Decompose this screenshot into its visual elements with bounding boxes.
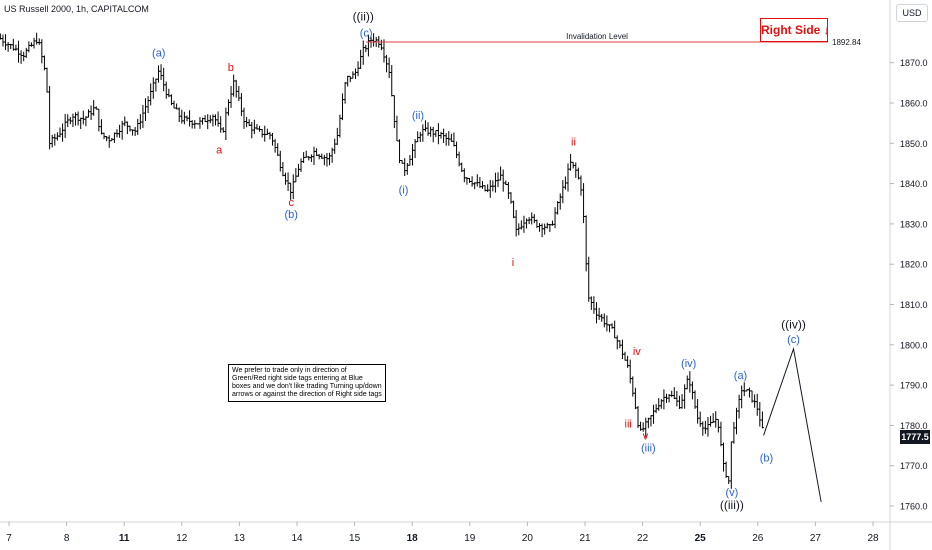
y-tick-label: 1800.0 bbox=[900, 340, 928, 350]
wave-label: (ii) bbox=[412, 110, 424, 122]
wave-label: (i) bbox=[399, 185, 409, 197]
y-tick-label: 1810.0 bbox=[900, 300, 928, 310]
current-price-tag: 1777.5 bbox=[900, 430, 930, 444]
x-tick-label: 28 bbox=[867, 533, 879, 544]
wave-label: (iv) bbox=[681, 358, 696, 370]
x-tick-label: 13 bbox=[234, 533, 246, 544]
wave-label: b bbox=[228, 62, 234, 74]
chart-title: US Russell 2000, 1h, CAPITALCOM bbox=[4, 4, 149, 14]
invalidation-level: Invalidation Level 1892.84 bbox=[366, 32, 861, 47]
y-tick-label: 1760.0 bbox=[900, 502, 928, 512]
wave-label: (c) bbox=[787, 334, 800, 346]
x-tick-label: 12 bbox=[176, 533, 188, 544]
y-tick-label: 1860.0 bbox=[900, 99, 928, 109]
x-tick-label: 19 bbox=[464, 533, 476, 544]
wave-label: iii bbox=[625, 418, 632, 430]
x-tick-label: 18 bbox=[407, 533, 419, 544]
wave-label: c bbox=[288, 197, 294, 209]
wave-label: v bbox=[643, 431, 649, 443]
y-tick-label: 1780.0 bbox=[900, 421, 928, 431]
right-side-tag: Right Side ↓ bbox=[760, 18, 830, 42]
trading-note: We prefer to trade only in direction of … bbox=[228, 364, 386, 402]
wave-label: (iii) bbox=[641, 443, 656, 455]
wave-label: i bbox=[512, 257, 514, 269]
wave-label: ((ii)) bbox=[353, 9, 374, 23]
x-tick-label: 11 bbox=[119, 533, 130, 544]
wave-labels: ((ii))(c)(a)bac(b)(ii)(i)iiiiv(iv)iiiv(i… bbox=[152, 9, 806, 511]
invalidation-label: Invalidation Level bbox=[566, 32, 628, 41]
wave-label: (a) bbox=[734, 370, 747, 382]
x-tick-label: 7 bbox=[6, 533, 12, 544]
y-tick-label: 1870.0 bbox=[900, 58, 928, 68]
y-tick-label: 1790.0 bbox=[900, 381, 928, 391]
y-tick-label: 1820.0 bbox=[900, 260, 928, 270]
x-tick-label: 22 bbox=[637, 533, 649, 544]
y-tick-label: 1770.0 bbox=[900, 461, 928, 471]
wave-label: (b) bbox=[285, 209, 298, 221]
x-tick-label: 25 bbox=[695, 533, 707, 544]
x-tick-label: 21 bbox=[579, 533, 591, 544]
x-tick-label: 26 bbox=[752, 533, 764, 544]
x-tick-label: 14 bbox=[291, 533, 303, 544]
price-bars bbox=[0, 32, 764, 489]
x-tick-label: 20 bbox=[522, 533, 534, 544]
y-tick-label: 1850.0 bbox=[900, 139, 928, 149]
wave-label: (a) bbox=[152, 48, 165, 60]
wave-label: (b) bbox=[760, 453, 773, 465]
x-tick-label: 8 bbox=[64, 533, 70, 544]
wave-label: ((iv)) bbox=[781, 318, 806, 332]
projection-line bbox=[763, 346, 822, 503]
x-tick-label: 27 bbox=[810, 533, 822, 544]
wave-label: iv bbox=[633, 346, 641, 358]
wave-label: ((iii)) bbox=[720, 498, 744, 512]
projection-path bbox=[763, 346, 822, 503]
wave-label: (c) bbox=[360, 28, 373, 40]
currency-button[interactable]: USD bbox=[896, 4, 928, 22]
x-axis: 7 8 11 12 13 14 15 18 19 20 21 22 25 26 27 28 bbox=[0, 521, 932, 544]
y-tick-label: 1840.0 bbox=[900, 179, 928, 189]
x-tick-label: 15 bbox=[349, 533, 361, 544]
y-tick-label: 1830.0 bbox=[900, 219, 928, 229]
wave-label: (v) bbox=[725, 487, 738, 499]
wave-label: ii bbox=[571, 136, 576, 148]
y-axis: 1760.0 1770.0 1780.0 1790.0 1800.0 1810.0 1820… bbox=[889, 0, 928, 550]
invalidation-value: 1892.84 bbox=[832, 38, 861, 47]
wave-label: a bbox=[216, 144, 223, 156]
